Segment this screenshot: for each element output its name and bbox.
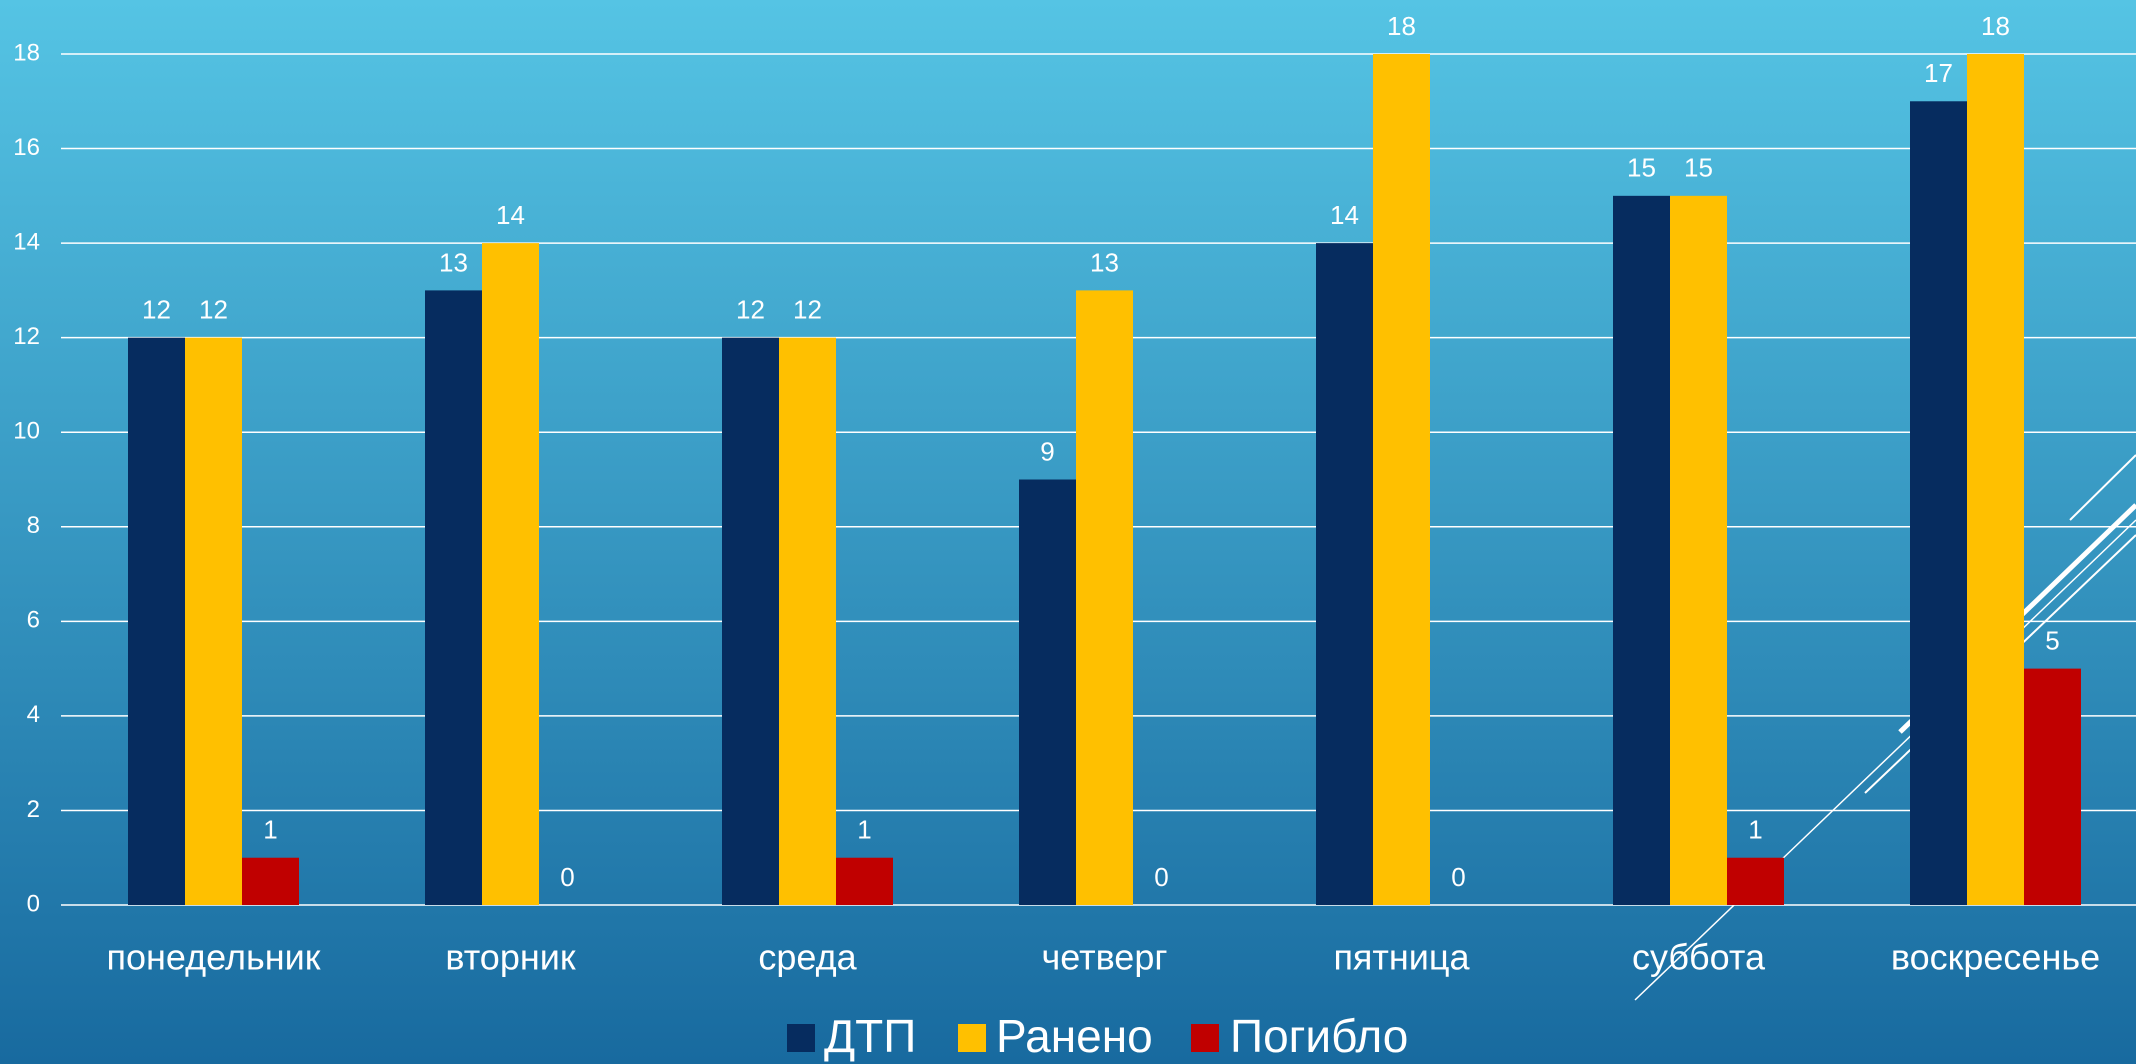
y-tick-label: 14	[13, 228, 40, 255]
value-label: 9	[1040, 436, 1054, 466]
bar	[128, 338, 185, 905]
bar	[482, 243, 539, 905]
y-tick-label: 18	[13, 39, 40, 66]
value-label: 1	[857, 815, 871, 845]
bar	[1727, 858, 1784, 905]
value-label: 15	[1684, 153, 1713, 183]
legend-swatch	[958, 1024, 986, 1052]
y-tick-label: 10	[13, 418, 40, 445]
y-tick-label: 8	[27, 512, 40, 539]
legend-swatch	[1191, 1024, 1219, 1052]
value-label: 14	[1330, 200, 1359, 230]
value-label: 13	[1090, 247, 1119, 277]
bar	[2024, 669, 2081, 905]
value-label: 1	[263, 815, 277, 845]
value-label: 0	[1451, 862, 1465, 892]
value-label: 12	[793, 295, 822, 325]
x-tick-label: понедельник	[107, 937, 321, 978]
value-label: 17	[1924, 58, 1953, 88]
legend-swatch	[787, 1024, 815, 1052]
value-label: 12	[142, 295, 171, 325]
value-label: 12	[199, 295, 228, 325]
value-label: 0	[1154, 862, 1168, 892]
value-label: 5	[2045, 625, 2059, 655]
value-label: 0	[560, 862, 574, 892]
value-label: 12	[736, 295, 765, 325]
bar	[1076, 290, 1133, 905]
value-label: 18	[1387, 11, 1416, 41]
legend-label: ДТП	[824, 1010, 916, 1062]
x-tick-label: вторник	[445, 937, 575, 978]
bar	[425, 290, 482, 905]
bar	[1316, 243, 1373, 905]
bar	[722, 338, 779, 905]
y-tick-label: 12	[13, 323, 40, 350]
x-tick-label: воскресенье	[1891, 937, 2100, 978]
x-tick-label: четверг	[1042, 937, 1168, 978]
y-tick-label: 0	[27, 890, 40, 917]
value-label: 15	[1627, 153, 1656, 183]
bar	[242, 858, 299, 905]
y-tick-label: 4	[27, 701, 40, 728]
bar	[185, 338, 242, 905]
legend-label: Погибло	[1230, 1010, 1408, 1062]
x-tick-label: пятница	[1333, 937, 1470, 978]
chart: 024681012141618понедельник12121вторник13…	[0, 0, 2136, 1064]
bar	[1373, 54, 1430, 905]
y-tick-label: 6	[27, 607, 40, 634]
y-tick-label: 2	[27, 796, 40, 823]
legend-label: Ранено	[996, 1010, 1153, 1062]
bar	[1910, 101, 1967, 905]
bar	[1670, 196, 1727, 905]
value-label: 1	[1748, 815, 1762, 845]
x-tick-label: среда	[758, 937, 857, 978]
y-tick-label: 16	[13, 134, 40, 161]
bar	[1967, 54, 2024, 905]
bar	[1613, 196, 1670, 905]
bar	[1019, 480, 1076, 906]
value-label: 13	[439, 247, 468, 277]
bar	[779, 338, 836, 905]
value-label: 18	[1981, 11, 2010, 41]
value-label: 14	[496, 200, 525, 230]
x-tick-label: суббота	[1632, 937, 1766, 978]
bar	[836, 858, 893, 905]
